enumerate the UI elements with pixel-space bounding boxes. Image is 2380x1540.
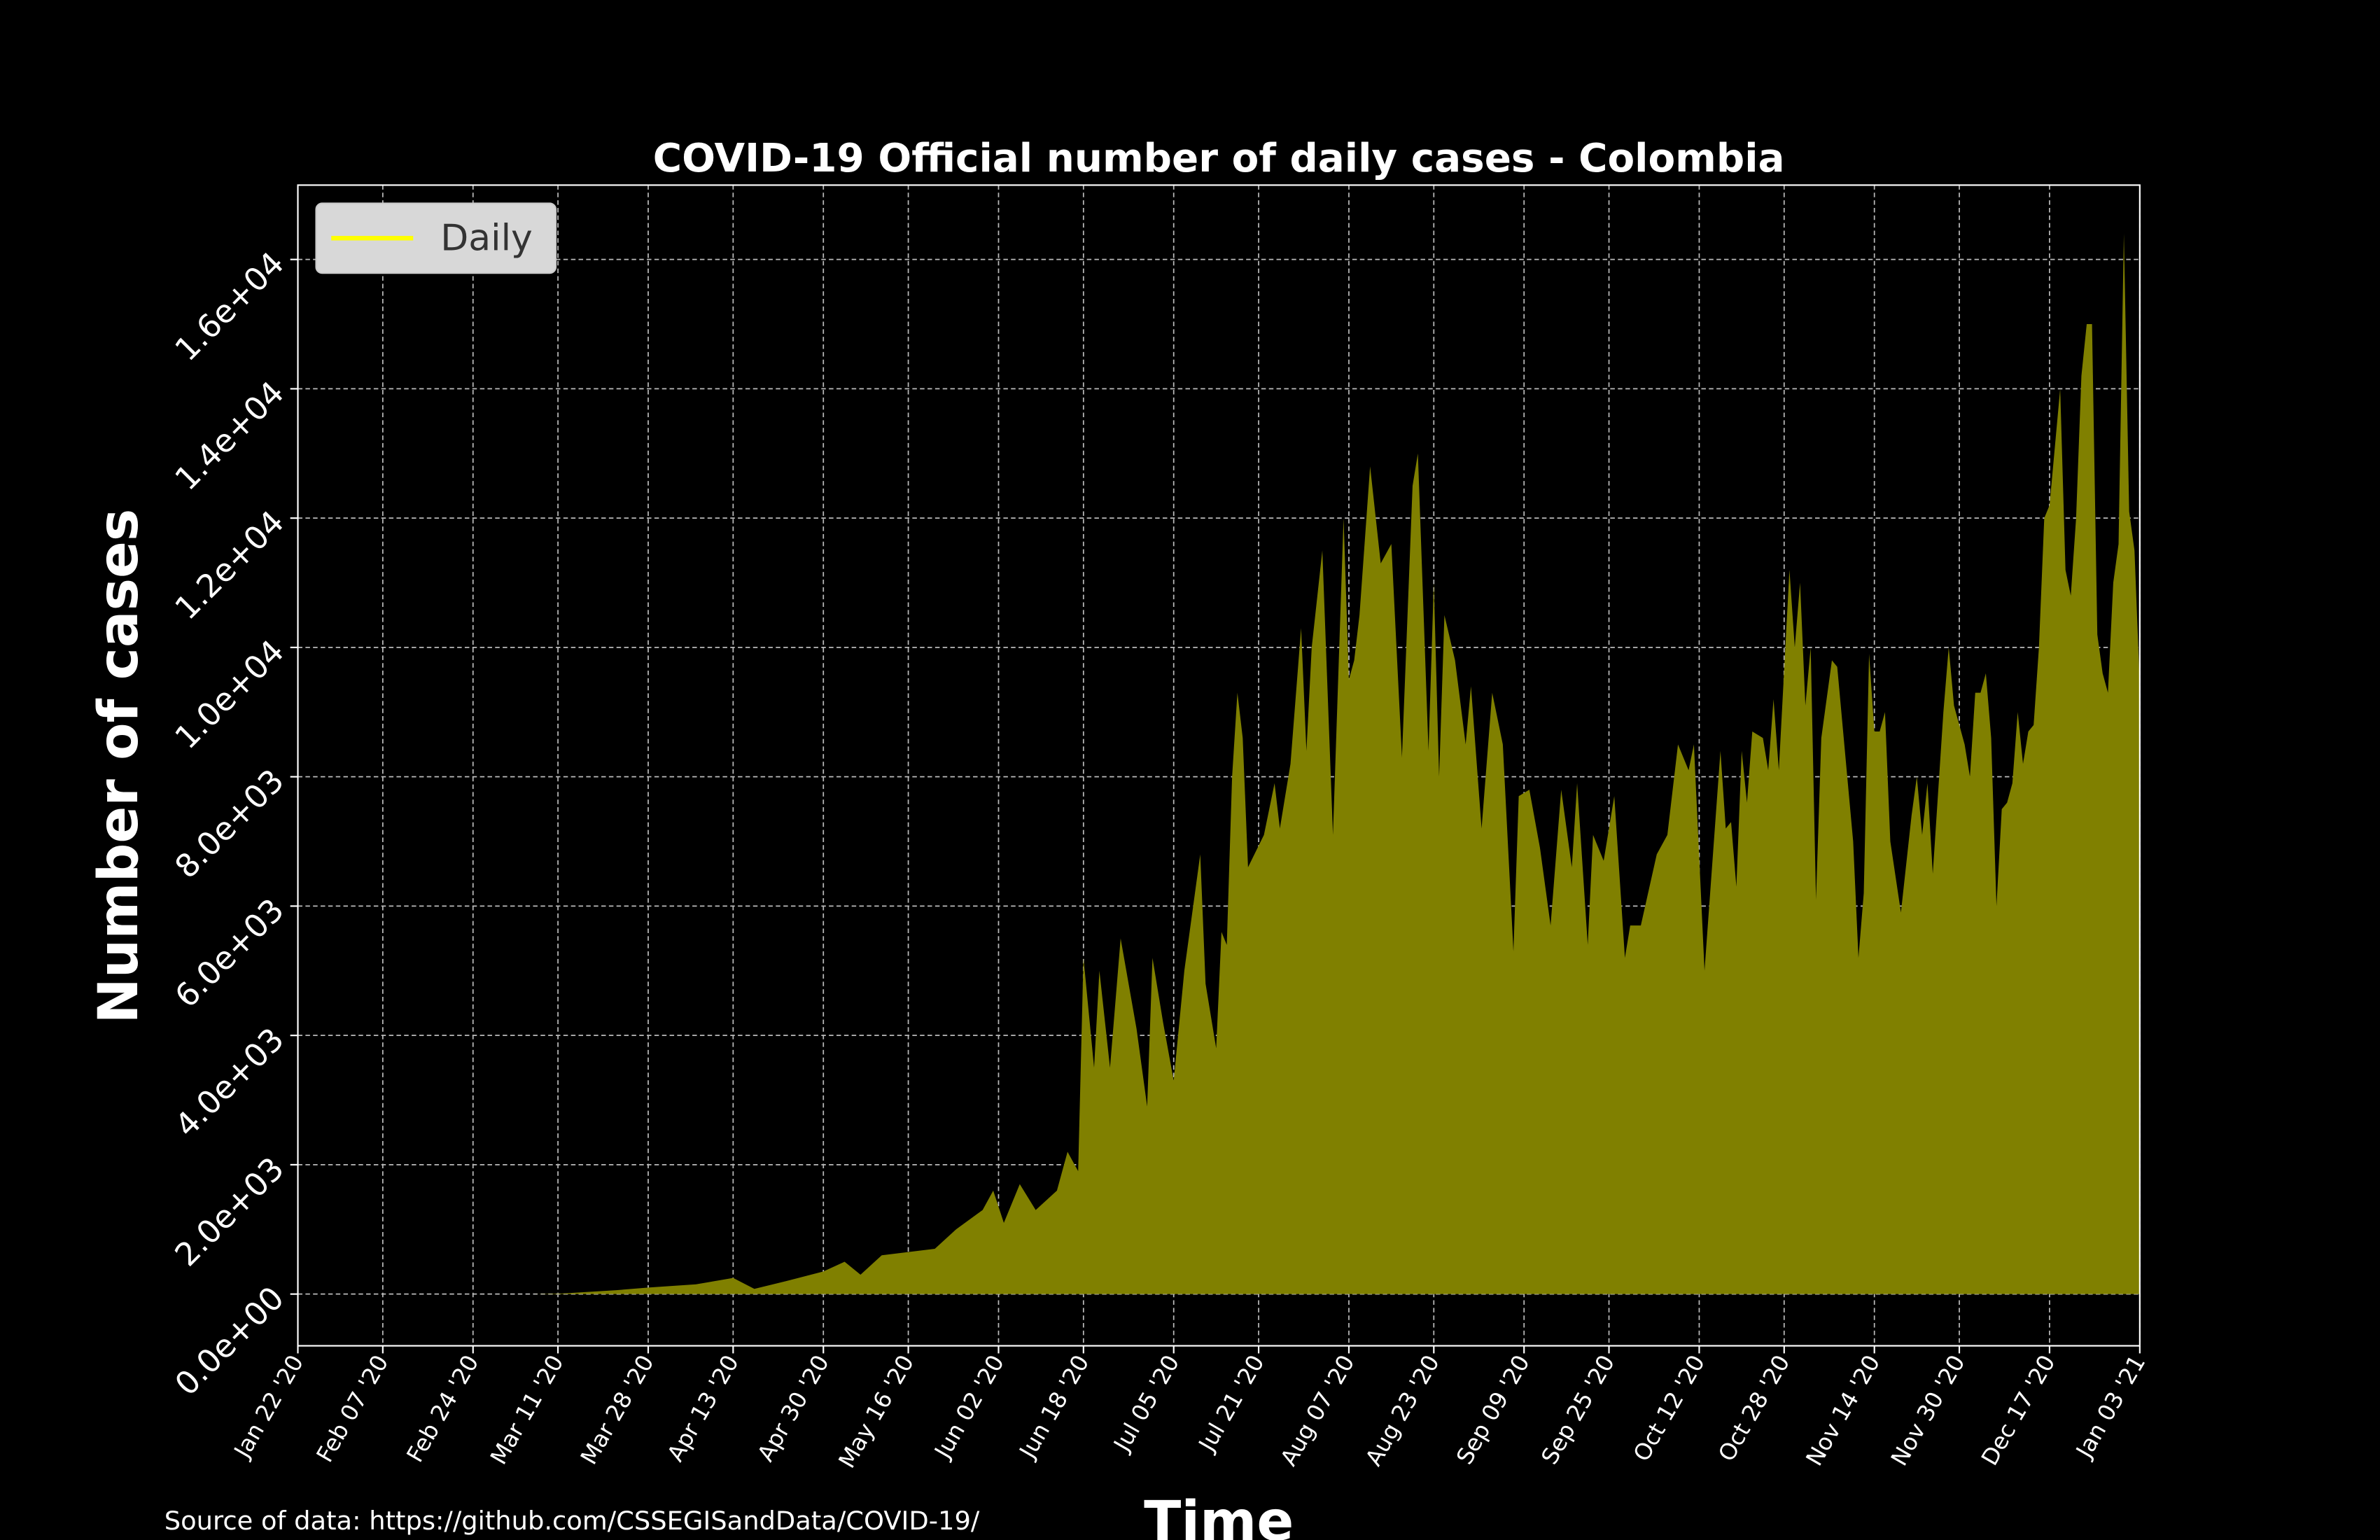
- legend: Daily: [315, 202, 557, 274]
- plot-area: [298, 233, 2140, 1294]
- source-note: Source of data: https://github.com/CSSEG…: [164, 1506, 980, 1536]
- chart-title: COVID-19 Official number of daily cases …: [653, 136, 1785, 181]
- area: [298, 233, 2140, 1294]
- legend-box: [315, 202, 557, 274]
- legend-label: Daily: [440, 218, 533, 260]
- axes-frame: [297, 184, 2141, 1347]
- y-axis-label: Number of cases: [88, 509, 150, 1024]
- x-axis-label: Time: [1144, 1490, 1294, 1540]
